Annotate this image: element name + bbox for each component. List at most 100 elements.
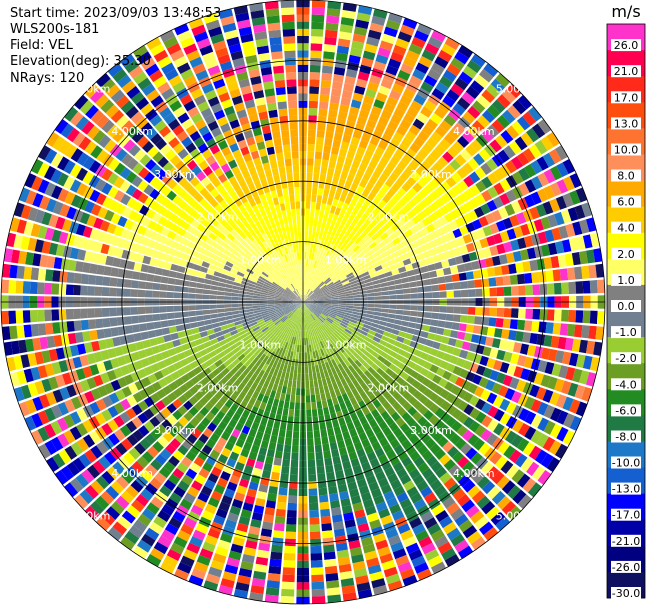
velocity-gate bbox=[546, 270, 554, 282]
velocity-gate bbox=[288, 187, 294, 195]
velocity-gate bbox=[231, 297, 238, 300]
velocity-gate bbox=[123, 307, 131, 315]
velocity-gate bbox=[51, 309, 59, 320]
velocity-gate bbox=[224, 308, 232, 312]
velocity-gate bbox=[305, 223, 309, 230]
velocity-gate bbox=[198, 326, 206, 332]
velocity-gate bbox=[203, 284, 211, 289]
velocity-gate bbox=[321, 516, 331, 524]
velocity-gate bbox=[285, 438, 292, 446]
velocity-gate bbox=[474, 279, 482, 288]
velocity-gate bbox=[265, 88, 275, 97]
velocity-gate bbox=[293, 223, 297, 231]
velocity-gate bbox=[88, 319, 96, 329]
velocity-gate bbox=[102, 318, 110, 327]
velocity-gate bbox=[368, 297, 375, 300]
velocity-gate bbox=[554, 283, 562, 295]
velocity-gate bbox=[274, 73, 285, 81]
velocity-gate bbox=[285, 202, 290, 210]
velocity-gate bbox=[193, 333, 201, 340]
velocity-gate bbox=[360, 294, 367, 297]
velocity-gate bbox=[271, 124, 280, 132]
velocity-gate bbox=[139, 323, 147, 331]
velocity-gate bbox=[517, 320, 525, 330]
velocity-gate bbox=[294, 230, 298, 237]
velocity-gate bbox=[332, 456, 341, 465]
velocity-gate bbox=[327, 8, 341, 17]
velocity-gate bbox=[332, 176, 339, 184]
velocity-gate bbox=[329, 190, 336, 198]
velocity-gate bbox=[270, 552, 282, 560]
velocity-gate bbox=[162, 269, 170, 277]
velocity-gate bbox=[290, 231, 294, 239]
velocity-gate bbox=[308, 460, 316, 468]
velocity-gate bbox=[531, 272, 539, 283]
velocity-gate bbox=[305, 367, 308, 374]
velocity-gate bbox=[327, 197, 333, 205]
velocity-gate bbox=[368, 304, 375, 307]
velocity-gate bbox=[146, 322, 154, 330]
velocity-gate bbox=[309, 86, 319, 94]
velocity-gate bbox=[280, 473, 289, 481]
velocity-gate bbox=[575, 281, 583, 294]
velocity-gate bbox=[265, 426, 273, 434]
velocity-gate bbox=[110, 277, 118, 286]
velocity-gate bbox=[210, 285, 218, 290]
velocity-gate bbox=[321, 160, 328, 168]
velocity-gate bbox=[360, 304, 367, 307]
velocity-gate bbox=[174, 306, 181, 312]
velocity-gate bbox=[487, 267, 495, 276]
velocity-gate bbox=[296, 395, 301, 402]
velocity-gate bbox=[468, 289, 476, 297]
velocity-gate bbox=[321, 73, 332, 81]
velocity-gate bbox=[597, 280, 605, 294]
velocity-gate bbox=[268, 566, 281, 574]
velocity-gate bbox=[327, 399, 333, 407]
velocity-gate bbox=[311, 29, 323, 37]
velocity-gate bbox=[320, 393, 326, 401]
velocity-gate bbox=[466, 271, 474, 280]
velocity-gate bbox=[328, 161, 336, 169]
velocity-gate bbox=[307, 352, 310, 359]
velocity-gate bbox=[191, 328, 199, 335]
velocity-gate bbox=[275, 516, 285, 524]
velocity-gate bbox=[174, 312, 182, 318]
velocity-gate bbox=[381, 313, 389, 318]
velocity-gate bbox=[305, 237, 308, 244]
velocity-gate bbox=[445, 275, 453, 283]
velocity-gate bbox=[210, 305, 217, 309]
velocity-gate bbox=[284, 401, 290, 409]
velocity-gate bbox=[274, 138, 282, 146]
velocity-gate bbox=[160, 313, 168, 320]
velocity-gate bbox=[446, 314, 454, 321]
velocity-gate bbox=[468, 307, 476, 315]
velocity-gate bbox=[326, 175, 333, 183]
velocity-gate bbox=[387, 318, 395, 323]
velocity-gate bbox=[450, 330, 458, 338]
velocity-gate bbox=[278, 196, 284, 204]
velocity-gate bbox=[188, 311, 196, 317]
velocity-gate bbox=[311, 43, 323, 51]
velocity-gate bbox=[238, 304, 245, 307]
velocity-gate bbox=[204, 319, 212, 325]
velocity-gate bbox=[38, 268, 46, 280]
velocity-gate bbox=[389, 295, 396, 299]
velocity-gate bbox=[153, 321, 161, 329]
velocity-gate bbox=[270, 435, 278, 443]
velocity-gate bbox=[396, 295, 403, 300]
velocity-gate bbox=[322, 196, 328, 204]
velocity-gate bbox=[411, 293, 418, 298]
velocity-gate bbox=[310, 517, 320, 525]
velocity-gate bbox=[224, 296, 231, 300]
velocity-gate bbox=[96, 265, 105, 275]
velocity-gate bbox=[496, 318, 504, 327]
velocity-gate bbox=[153, 275, 161, 283]
velocity-gate bbox=[511, 286, 519, 296]
velocity-gate bbox=[170, 264, 178, 272]
velocity-gate bbox=[531, 321, 539, 332]
velocity-gate bbox=[191, 270, 199, 277]
velocity-gate bbox=[294, 410, 299, 417]
velocity-gate bbox=[452, 274, 460, 282]
velocity-gate bbox=[508, 330, 517, 340]
